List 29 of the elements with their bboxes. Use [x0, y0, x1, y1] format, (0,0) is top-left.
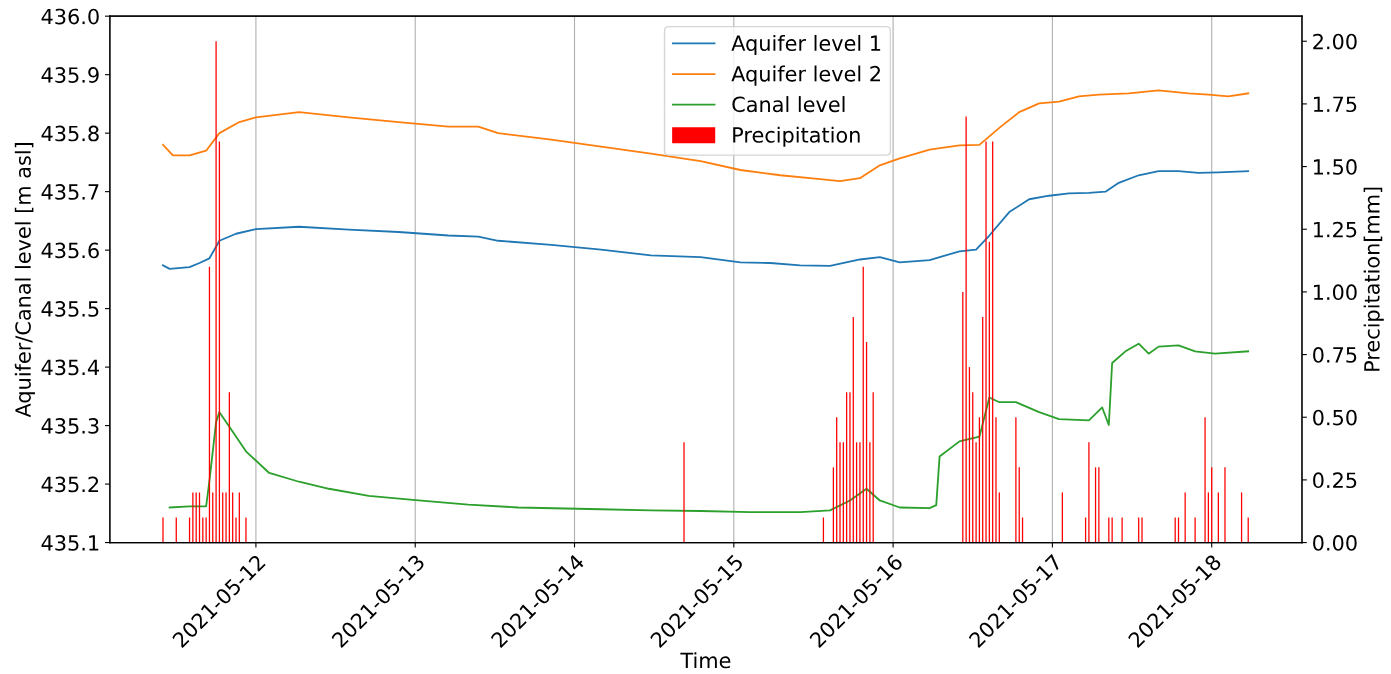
- y-axis-title: Aquifer/Canal level [m asl]: [14, 143, 35, 418]
- y-tick-label: 435.8: [41, 125, 99, 142]
- y2-tick-label: 0.50: [1313, 409, 1357, 426]
- y-tick-label: 435.4: [41, 359, 99, 376]
- y-tick-label: 435.5: [41, 301, 99, 317]
- y2-tick-label: 0.25: [1313, 472, 1357, 489]
- y2-tick-label: 1.25: [1313, 221, 1357, 238]
- legend-label: Aquifer level 2: [731, 65, 880, 86]
- y2-tick-label: 1.00: [1313, 284, 1357, 301]
- y2-tick-label: 1.75: [1313, 96, 1357, 113]
- x-axis-title: Time: [680, 652, 731, 669]
- line-series: [162, 170, 1250, 270]
- legend-label: Precipitation: [733, 126, 860, 147]
- y-tick-label: 435.6: [41, 242, 99, 259]
- line-series: [162, 89, 1250, 183]
- y2-tick-label: 0.00: [1313, 535, 1357, 551]
- y2-tick-label: 0.75: [1313, 347, 1357, 363]
- y2-tick-label: 2.00: [1313, 33, 1357, 50]
- y-tick-label: 435.2: [41, 476, 99, 493]
- legend-label: Canal level: [732, 96, 845, 113]
- y-tick-label: 436.0: [41, 8, 99, 25]
- y-tick-label: 435.1: [41, 535, 99, 551]
- line-series: [168, 342, 1250, 514]
- y-tick-label: 435.3: [41, 418, 99, 434]
- y2-axis-title: Precipitation[mm]: [1363, 187, 1384, 371]
- y-tick-label: 435.7: [41, 184, 99, 200]
- y-tick-label: 435.9: [41, 67, 99, 83]
- legend-label: Aquifer level 1: [731, 34, 881, 56]
- y2-tick-label: 1.50: [1313, 159, 1357, 175]
